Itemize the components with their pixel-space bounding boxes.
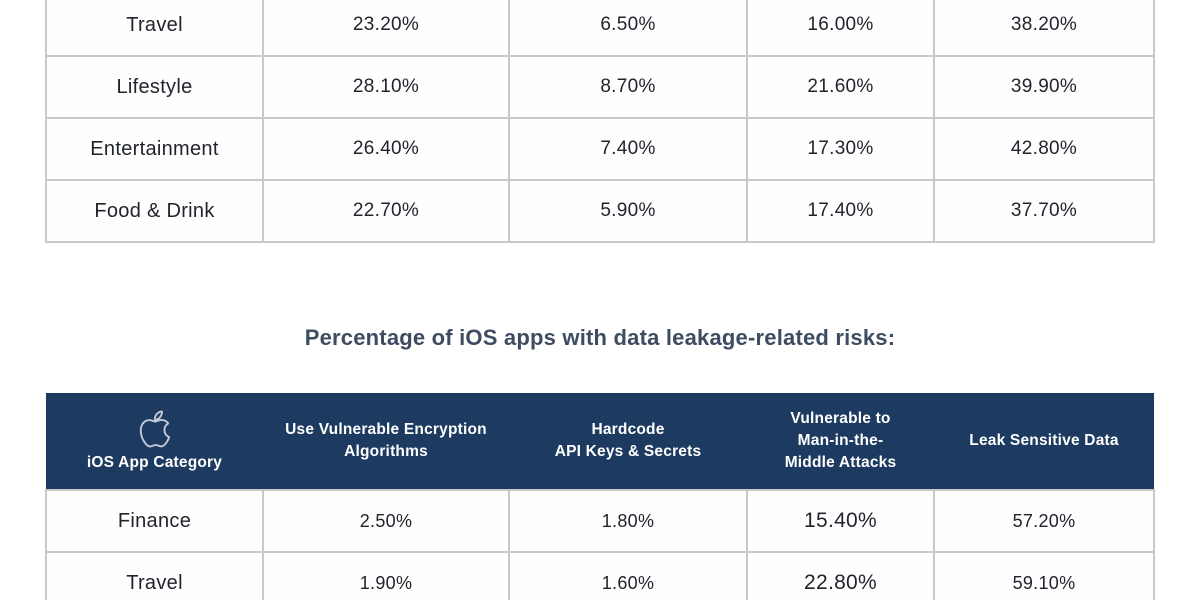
value-cell: 22.70% xyxy=(262,179,510,243)
value-cell: 16.00% xyxy=(746,0,935,57)
column-header-mitm: Vulnerable to Man-in-the- Middle Attacks xyxy=(747,393,934,490)
table-row: Food & Drink 22.70% 5.90% 17.40% 37.70% xyxy=(45,179,1155,243)
apple-logo-icon xyxy=(134,408,176,450)
value-cell: 28.10% xyxy=(262,55,510,119)
value-cell: 21.60% xyxy=(746,55,935,119)
value-cell: 8.70% xyxy=(508,55,748,119)
value-cell: 1.90% xyxy=(262,551,510,600)
value-cell: 7.40% xyxy=(508,117,748,181)
column-header-hardcode-keys: Hardcode API Keys & Secrets xyxy=(509,393,747,490)
value-cell: 22.80% xyxy=(746,551,935,600)
column-header-leak-data: Leak Sensitive Data xyxy=(934,393,1154,490)
value-cell: 17.30% xyxy=(746,117,935,181)
value-cell: 26.40% xyxy=(262,117,510,181)
table-row: Travel 23.20% 6.50% 16.00% 38.20% xyxy=(45,0,1155,57)
ios-category-label: iOS App Category xyxy=(86,454,223,472)
ios-category-header: iOS App Category xyxy=(46,393,263,490)
upper-risk-table: Travel 23.20% 6.50% 16.00% 38.20% Lifest… xyxy=(45,0,1155,243)
value-cell: 17.40% xyxy=(746,179,935,243)
category-cell: Food & Drink xyxy=(45,179,264,243)
column-header-vulnerable-encryption: Use Vulnerable Encryption Algorithms xyxy=(263,393,509,490)
value-cell: 39.90% xyxy=(933,55,1155,119)
table-row: Travel 1.90% 1.60% 22.80% 59.10% xyxy=(45,551,1155,600)
section-heading: Percentage of iOS apps with data leakage… xyxy=(304,325,896,350)
ios-risk-table: iOS App Category Use Vulnerable Encrypti… xyxy=(45,393,1155,600)
category-cell: Travel xyxy=(45,551,264,600)
value-cell: 15.40% xyxy=(746,489,935,553)
category-cell: Entertainment xyxy=(45,117,264,181)
value-cell: 42.80% xyxy=(933,117,1155,181)
value-cell: 5.90% xyxy=(508,179,748,243)
value-cell: 57.20% xyxy=(933,489,1155,553)
value-cell: 38.20% xyxy=(933,0,1155,57)
category-cell: Travel xyxy=(45,0,264,57)
table-row: Finance 2.50% 1.80% 15.40% 57.20% xyxy=(45,489,1155,553)
value-cell: 59.10% xyxy=(933,551,1155,600)
value-cell: 23.20% xyxy=(262,0,510,57)
value-cell: 1.80% xyxy=(508,489,748,553)
value-cell: 6.50% xyxy=(508,0,748,57)
table-row: Lifestyle 28.10% 8.70% 21.60% 39.90% xyxy=(45,55,1155,119)
ios-table-header-row: iOS App Category Use Vulnerable Encrypti… xyxy=(46,393,1154,490)
value-cell: 37.70% xyxy=(933,179,1155,243)
category-cell: Lifestyle xyxy=(45,55,264,119)
value-cell: 1.60% xyxy=(508,551,748,600)
table-row: Entertainment 26.40% 7.40% 17.30% 42.80% xyxy=(45,117,1155,181)
value-cell: 2.50% xyxy=(262,489,510,553)
category-cell: Finance xyxy=(45,489,264,553)
